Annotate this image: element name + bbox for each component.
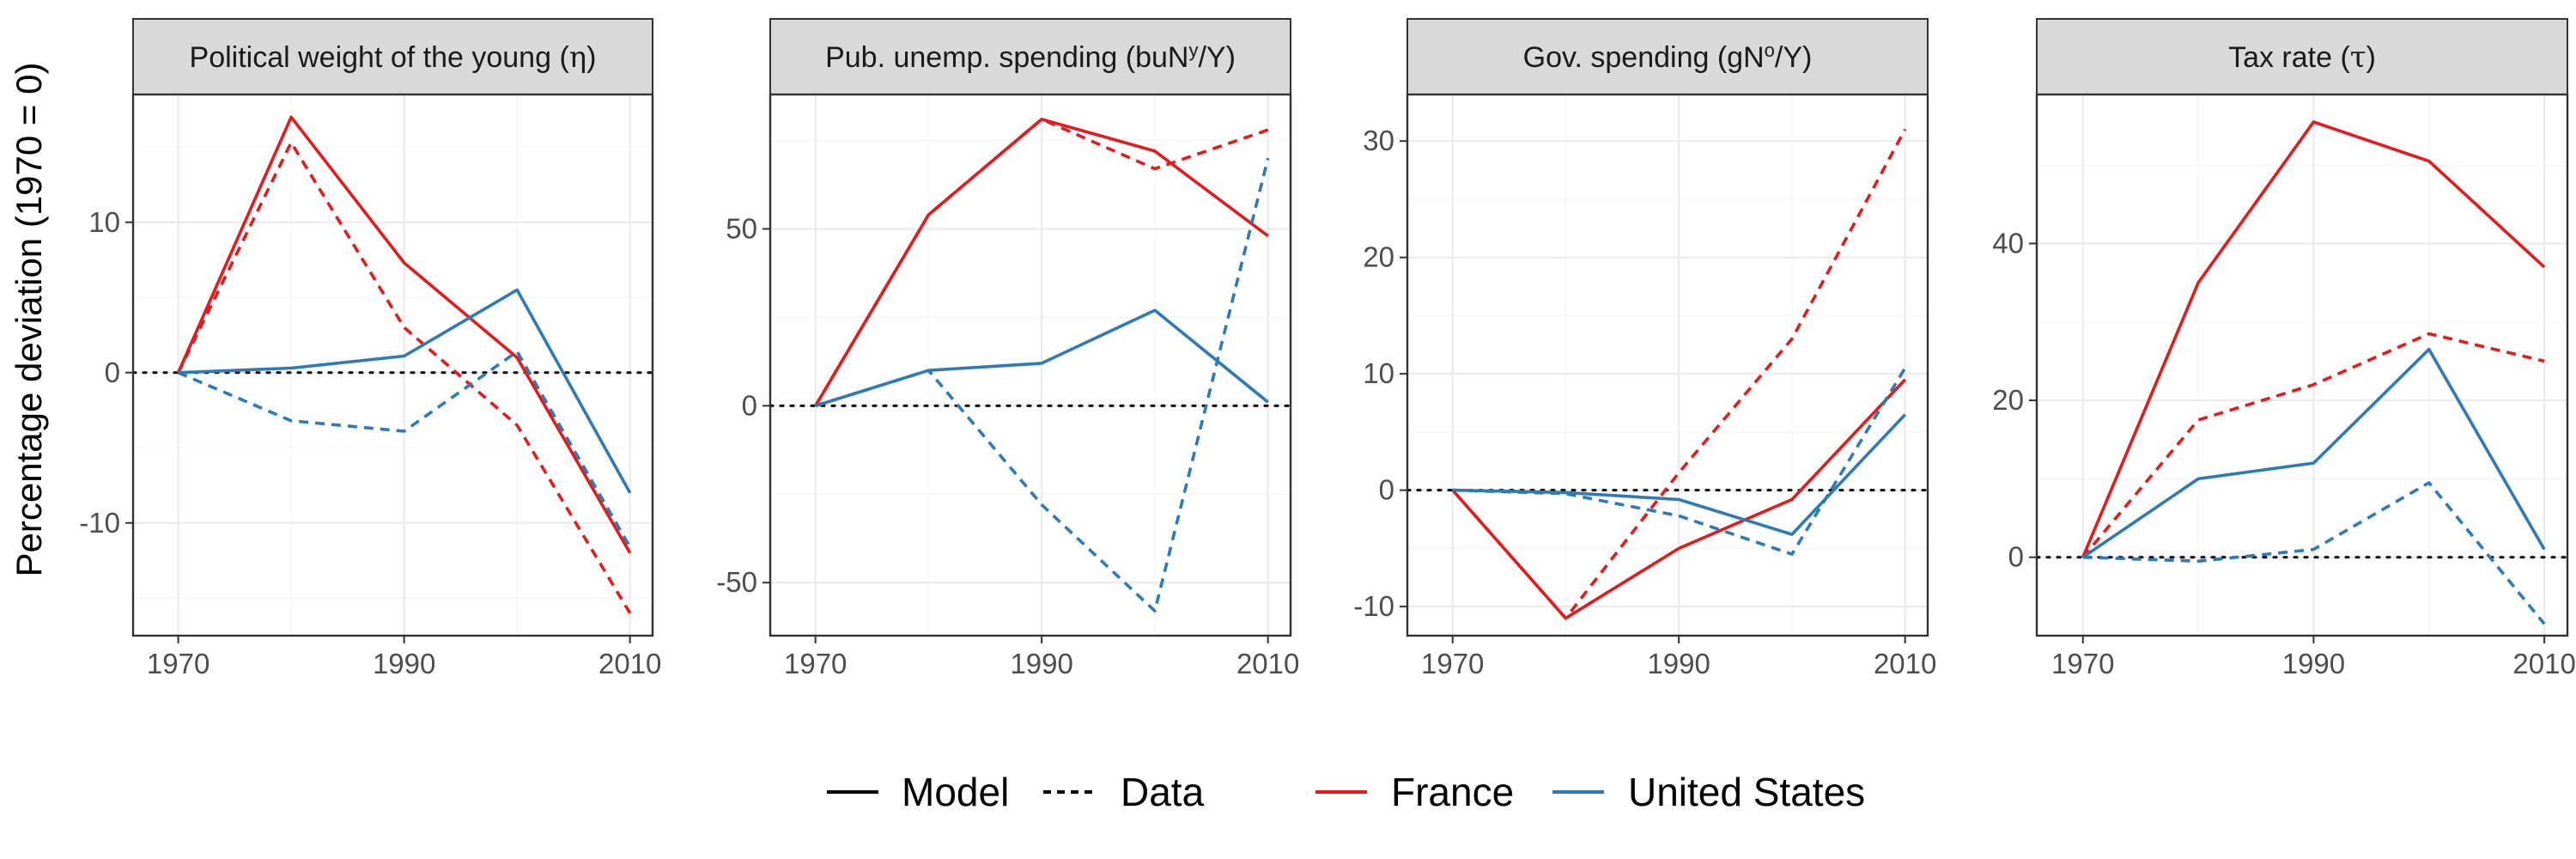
y-tick-label: 30 bbox=[1363, 125, 1394, 156]
plot-area bbox=[132, 94, 653, 637]
facet-panel-3: Gov. spending (gNo/Y) -10 0 10 20 30 1970 1990 2… bbox=[1353, 18, 1936, 679]
x-tick-label: 1990 bbox=[1010, 648, 1072, 679]
y-tick-label: -10 bbox=[79, 507, 120, 539]
x-tick-label: 2010 bbox=[598, 648, 661, 679]
facet-title: Gov. spending (gNo/Y) bbox=[1523, 40, 1813, 74]
plot-border bbox=[2035, 93, 2569, 637]
y-tick-label: 0 bbox=[742, 389, 757, 421]
series-line-france-model bbox=[2081, 120, 2546, 558]
series-line-france-data bbox=[176, 141, 632, 614]
series-line-united-states-data bbox=[2082, 481, 2546, 625]
x-tick-label: 1970 bbox=[2051, 648, 2114, 679]
legend-label-data: Data bbox=[1121, 770, 1205, 814]
x-tick-label: 2010 bbox=[1874, 648, 1936, 679]
legend-label-united-states: United States bbox=[1628, 770, 1865, 814]
series-line-france-data bbox=[1451, 128, 1907, 620]
facet-strip bbox=[132, 18, 653, 95]
facet-panel-2: Pub. unemp. spending (buNy/Y) -50 0 50 1970 1… bbox=[716, 18, 1299, 679]
y-tick-label: 0 bbox=[105, 356, 120, 388]
x-tick-label: 1970 bbox=[147, 648, 210, 679]
series-line-united-states-model bbox=[815, 308, 1269, 408]
y-tick-label: 10 bbox=[1363, 357, 1394, 389]
plot-border bbox=[1406, 93, 1929, 637]
x-tick-label: 1970 bbox=[1421, 648, 1484, 679]
series-line-united-states-data bbox=[1452, 367, 1907, 557]
facet-title: Pub. unemp. spending (buNy/Y) bbox=[825, 40, 1236, 74]
y-tick-label: 20 bbox=[1363, 241, 1394, 273]
y-tick-label: 20 bbox=[1992, 384, 2024, 416]
facet-strip bbox=[1406, 18, 1929, 95]
y-tick-label: 0 bbox=[1379, 474, 1394, 506]
series-line-france-data bbox=[2081, 332, 2545, 558]
y-tick-label: 40 bbox=[1992, 227, 2024, 259]
y-tick-label: 0 bbox=[2008, 541, 2024, 573]
facet-strip bbox=[2036, 18, 2568, 95]
facet-panel-1: Political weight of the young (η) -10 0 10 1… bbox=[79, 18, 661, 679]
legend-label-model: Model bbox=[902, 770, 1009, 814]
x-tick-label: 1990 bbox=[2282, 648, 2345, 679]
series-line-united-states-model bbox=[178, 288, 632, 494]
series-line-united-states-data bbox=[177, 350, 632, 548]
legend-label-france: France bbox=[1391, 770, 1514, 814]
y-tick-label: -10 bbox=[1353, 590, 1394, 622]
y-tick-label: -50 bbox=[716, 566, 757, 598]
series-line-united-states-data bbox=[815, 157, 1270, 613]
x-tick-label: 1990 bbox=[1647, 648, 1710, 679]
series-line-france-model bbox=[1451, 378, 1907, 620]
facet-title: Tax rate (τ) bbox=[2228, 40, 2376, 75]
series-line-united-states-model bbox=[1452, 413, 1907, 536]
legend: Model Data France United States bbox=[827, 770, 1865, 814]
facet-strip bbox=[769, 18, 1291, 95]
x-tick-label: 2010 bbox=[2512, 648, 2575, 679]
y-tick-label: 50 bbox=[726, 212, 757, 244]
series-line-france-model bbox=[176, 115, 632, 554]
facet-title: Political weight of the young (η) bbox=[190, 40, 597, 75]
series-line-france-data bbox=[814, 118, 1269, 407]
facet-panel-4: Tax rate (τ) 0 20 40 1970 1990 2010 bbox=[1992, 18, 2576, 679]
y-axis-label: Percentage deviation (1970 = 0) bbox=[9, 63, 49, 577]
plot-border bbox=[769, 93, 1292, 637]
plot-border bbox=[131, 93, 654, 637]
x-tick-label: 1990 bbox=[373, 648, 435, 679]
series-line-united-states-model bbox=[2081, 347, 2546, 559]
x-tick-label: 1970 bbox=[784, 648, 847, 679]
x-tick-label: 2010 bbox=[1236, 648, 1299, 679]
y-tick-label: 10 bbox=[88, 206, 120, 238]
facet-panels: Political weight of the young (η) -10 0 10 1… bbox=[79, 18, 2576, 679]
